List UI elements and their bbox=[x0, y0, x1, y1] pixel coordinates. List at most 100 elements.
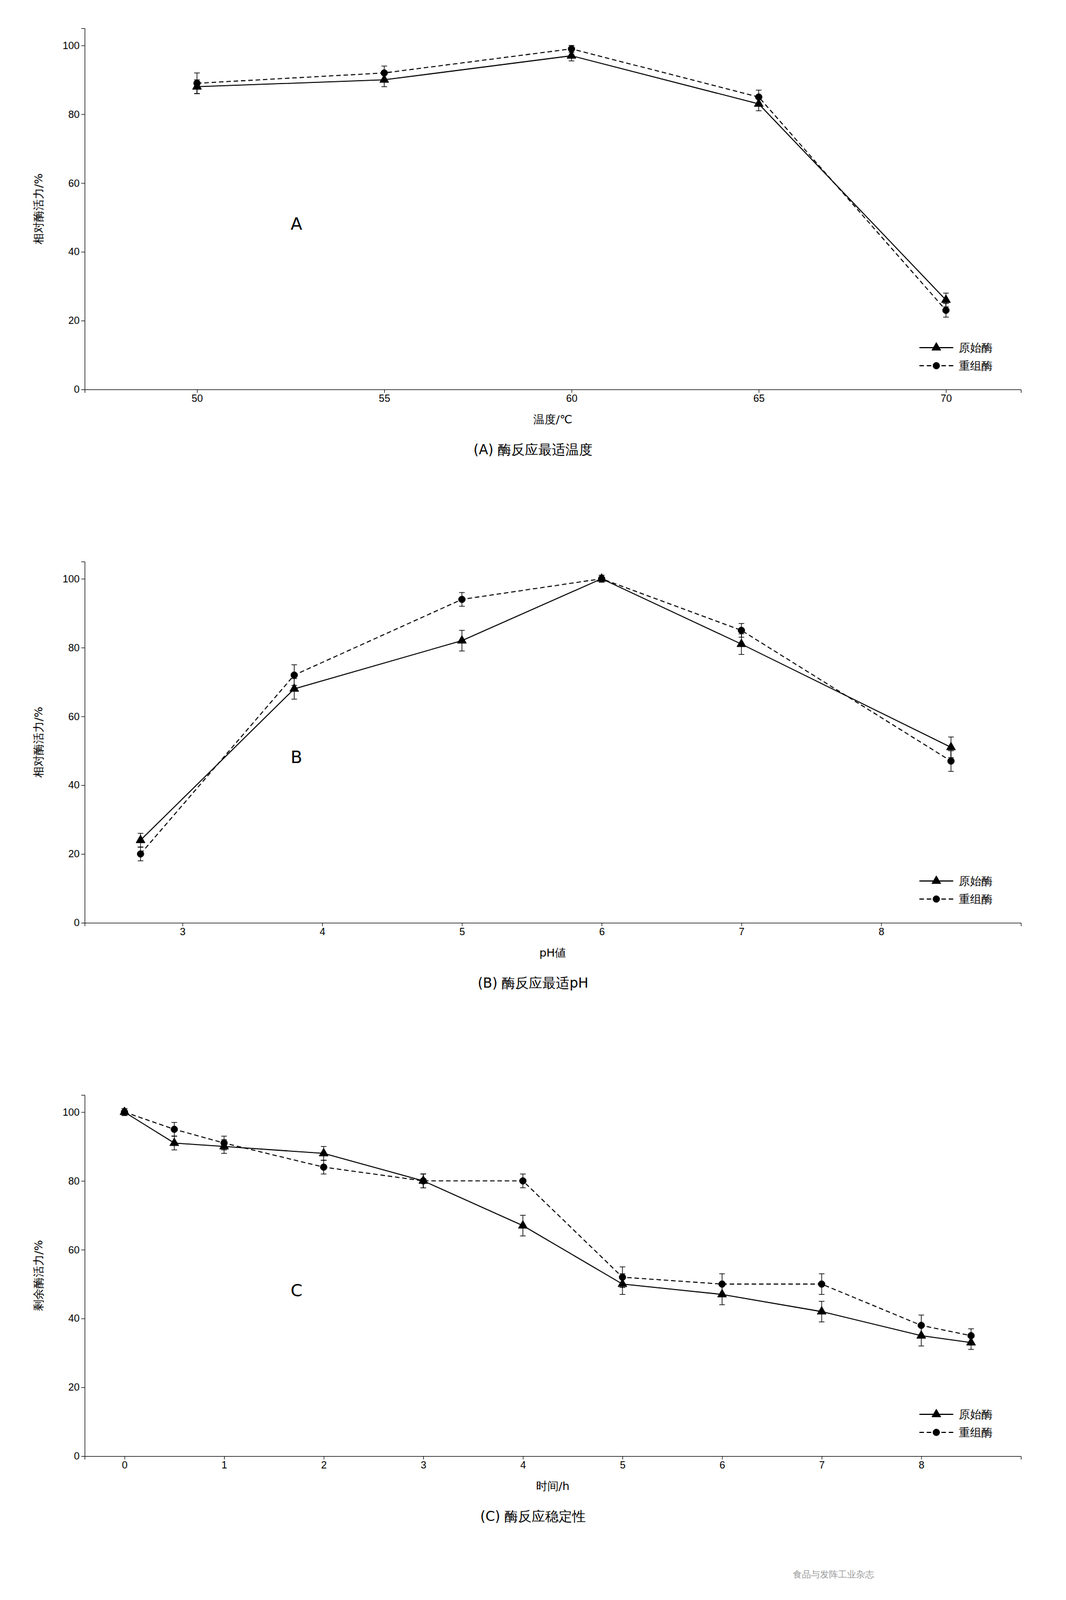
x-tick: 5 bbox=[459, 922, 465, 938]
error-bar bbox=[381, 66, 388, 80]
panel: 012345678020406080100时间/h剩余酶活力/%(C) 酶反应稳… bbox=[31, 1095, 1022, 1525]
plot-area bbox=[192, 45, 951, 318]
panel: 345678020406080100pH値相对酶活力/%(B) 酶反应最适pHB… bbox=[31, 562, 1022, 992]
error-bar-cap bbox=[194, 93, 200, 94]
line bbox=[140, 578, 951, 854]
x-tick-label: 8 bbox=[878, 926, 885, 938]
y-tick-mark bbox=[81, 784, 85, 786]
error-bar-cap bbox=[818, 1273, 825, 1274]
error-bar bbox=[719, 1273, 726, 1295]
error-bar bbox=[598, 575, 605, 582]
legend-label: 原始酶 bbox=[958, 874, 993, 888]
error-bar-cap bbox=[291, 685, 297, 686]
error-bar-cap bbox=[171, 1121, 178, 1123]
y-tick-label: 0 bbox=[73, 917, 80, 929]
error-bar-cap bbox=[619, 1266, 626, 1267]
y-tick: 40 bbox=[68, 246, 85, 258]
legend-marker bbox=[931, 342, 941, 351]
error-bar bbox=[942, 303, 949, 318]
error-bar bbox=[918, 1314, 925, 1336]
y-tick-label: 20 bbox=[68, 848, 80, 860]
y-tick: 40 bbox=[68, 1312, 85, 1324]
x-axis: 012345678 bbox=[85, 1455, 1022, 1471]
error-bar bbox=[619, 1266, 626, 1288]
error-bar bbox=[321, 1160, 327, 1174]
error-bar-cap bbox=[194, 93, 200, 94]
point bbox=[170, 1125, 178, 1133]
point bbox=[619, 1273, 626, 1281]
y-tick: 20 bbox=[68, 314, 85, 327]
y-tick-mark bbox=[81, 1318, 85, 1319]
y-tick-label: 20 bbox=[68, 314, 80, 327]
y-tick: 20 bbox=[68, 848, 85, 860]
error-bar-cap bbox=[381, 86, 388, 87]
y-tick-label: 0 bbox=[73, 383, 80, 396]
x-tick: 8 bbox=[918, 1455, 925, 1471]
error-bar bbox=[948, 750, 954, 772]
y-tick: 0 bbox=[73, 383, 85, 396]
error-bar-cap bbox=[942, 316, 949, 318]
x-tick: 55 bbox=[378, 389, 390, 405]
x-tick: 7 bbox=[819, 1455, 826, 1471]
legend-label: 重组酶 bbox=[958, 358, 993, 373]
error-bar-cap bbox=[948, 750, 954, 752]
y-axis-title: 相对酶活力/% bbox=[31, 173, 46, 245]
x-axis-line bbox=[85, 389, 1022, 394]
x-tick-label: 65 bbox=[753, 392, 765, 405]
point bbox=[169, 1137, 179, 1146]
error-bar-cap bbox=[738, 636, 745, 638]
x-axis-title: pH値 bbox=[539, 945, 567, 960]
point bbox=[947, 757, 955, 765]
x-tick: 50 bbox=[191, 389, 204, 405]
legend: 原始酶重组酶 bbox=[919, 340, 993, 373]
legend-label: 原始酶 bbox=[958, 1407, 993, 1421]
x-tick-label: 4 bbox=[319, 926, 326, 938]
error-bar-cap bbox=[968, 1348, 975, 1350]
error-bar-cap bbox=[719, 1273, 726, 1274]
y-tick: 20 bbox=[68, 1381, 85, 1393]
y-tick: 60 bbox=[68, 711, 85, 723]
y-tick-mark bbox=[81, 578, 85, 579]
error-bar bbox=[568, 45, 575, 52]
error-bar-cap bbox=[948, 770, 954, 772]
y-tick-mark bbox=[81, 113, 85, 115]
x-tick: 65 bbox=[753, 389, 765, 405]
y-tick-mark bbox=[81, 1387, 85, 1388]
point bbox=[737, 638, 747, 647]
y-tick-label: 40 bbox=[68, 1312, 80, 1324]
error-bar bbox=[420, 1173, 427, 1188]
error-bar bbox=[459, 592, 465, 607]
error-bar-cap bbox=[738, 654, 745, 655]
y-axis-title: 相对酶活力/% bbox=[31, 706, 46, 778]
error-bar bbox=[420, 1173, 427, 1188]
legend-marker bbox=[932, 362, 940, 370]
panel-label: C bbox=[290, 1280, 303, 1301]
series bbox=[192, 50, 951, 307]
series bbox=[136, 573, 956, 848]
y-tick-mark bbox=[81, 922, 85, 924]
point bbox=[818, 1280, 826, 1288]
x-tick: 1 bbox=[221, 1455, 228, 1471]
error-bar bbox=[755, 90, 762, 104]
y-axis: 020406080100 bbox=[62, 562, 86, 929]
error-bar-cap bbox=[221, 1149, 227, 1151]
y-tick: 80 bbox=[68, 642, 85, 654]
y-tick: 60 bbox=[68, 177, 85, 190]
error-bar-cap bbox=[619, 1287, 626, 1288]
point bbox=[458, 595, 466, 603]
error-bar-cap bbox=[459, 591, 465, 593]
error-bar-cap bbox=[755, 110, 762, 112]
watermark: 食品与发阵工业杂志 bbox=[792, 1568, 875, 1580]
x-tick-label: 6 bbox=[719, 1459, 726, 1471]
x-tick: 7 bbox=[738, 922, 745, 938]
x-axis: 5055606570 bbox=[85, 389, 1022, 405]
point bbox=[136, 835, 146, 844]
x-tick-label: 3 bbox=[180, 926, 186, 938]
error-bar-cap bbox=[755, 89, 762, 91]
error-bar bbox=[968, 1328, 975, 1342]
error-bar-cap bbox=[738, 623, 745, 624]
x-tick-label: 2 bbox=[321, 1459, 327, 1471]
line bbox=[196, 55, 946, 301]
error-bar-cap bbox=[291, 698, 297, 700]
x-tick-label: 7 bbox=[738, 926, 745, 938]
